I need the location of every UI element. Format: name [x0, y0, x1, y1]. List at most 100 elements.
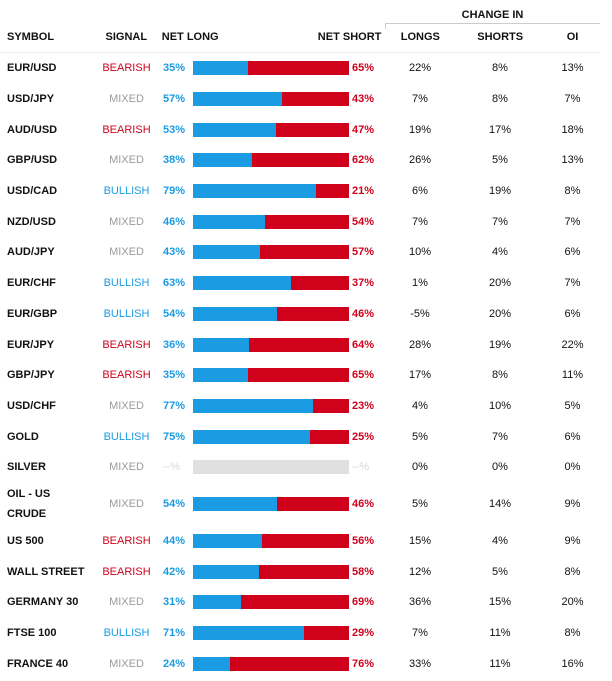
table-row[interactable]: AUD/USD BEARISH 53% 47% 19% 17% 18% [0, 114, 600, 145]
table-row[interactable]: GBP/USD MIXED 38% 62% 26% 5% 13% [0, 145, 600, 176]
table-row[interactable]: USD/CAD BULLISH 79% 21% 6% 19% 8% [0, 176, 600, 207]
sentiment-bar [193, 92, 349, 107]
symbol-link[interactable]: USD/JPY [7, 93, 55, 106]
table-row[interactable]: GBP/JPY BEARISH 35% 65% 17% 8% 11% [0, 360, 600, 391]
symbol-link[interactable]: EUR/GBP [7, 307, 58, 320]
net-long-value: 43% [163, 246, 186, 259]
symbol-link[interactable]: FTSE 100 [7, 627, 57, 640]
sentiment-bar-empty [193, 460, 349, 475]
table-row[interactable]: EUR/CHF BULLISH 63% 37% 1% 20% 7% [0, 268, 600, 299]
change-shorts-value: 8% [492, 93, 508, 106]
net-short-value: 46% [352, 307, 375, 320]
net-long-value: 42% [163, 565, 186, 578]
table-row[interactable]: USD/CHF MIXED 77% 23% 4% 10% 5% [0, 391, 600, 422]
table-row[interactable]: EUR/JPY BEARISH 36% 64% 28% 19% 22% [0, 329, 600, 360]
net-short-bar-segment [281, 92, 349, 107]
symbol-link[interactable]: GBP/USD [7, 154, 58, 167]
change-longs-value: 36% [408, 596, 432, 609]
table-row[interactable]: EUR/GBP BULLISH 54% 46% -5% 20% 6% [0, 299, 600, 330]
symbol-link[interactable]: USD/CHF [7, 399, 56, 412]
symbol-link[interactable]: OIL - US CRUDE [7, 488, 51, 521]
signal-badge: BULLISH [103, 307, 150, 320]
sentiment-bar [193, 184, 349, 199]
net-long-bar-segment [193, 595, 242, 610]
change-oi-value: 13% [561, 62, 584, 75]
symbol-link[interactable]: US 500 [7, 534, 44, 547]
net-long-bar-segment [193, 429, 310, 444]
sentiment-bar [193, 61, 349, 76]
table-row[interactable]: GOLD BULLISH 75% 25% 5% 7% 6% [0, 421, 600, 452]
table-row[interactable]: NZD/USD MIXED 46% 54% 7% 7% 7% [0, 206, 600, 237]
change-shorts-value: 4% [492, 246, 508, 259]
change-shorts-value: 11% [489, 657, 511, 670]
signal-badge: MIXED [109, 93, 144, 106]
table-row[interactable]: SILVER MIXED --% --% 0% 0% 0% [0, 452, 600, 483]
symbol-link[interactable]: NZD/USD [7, 215, 56, 228]
symbol-link[interactable]: SILVER [7, 461, 46, 474]
symbol-link[interactable]: AUD/JPY [7, 246, 55, 259]
sentiment-bar-cell [193, 92, 350, 107]
symbol-link[interactable]: EUR/USD [7, 62, 57, 75]
signal-badge: BULLISH [103, 430, 150, 443]
net-short-value: 54% [352, 215, 375, 228]
net-short-value: 43% [352, 93, 375, 106]
net-long-bar-segment [193, 153, 253, 168]
net-short-value: 21% [352, 185, 375, 198]
symbol-link[interactable]: GERMANY 30 [7, 596, 79, 609]
change-oi-value: 9% [564, 534, 581, 547]
table-row[interactable]: FTSE 100 BULLISH 71% 29% 7% 11% 8% [0, 618, 600, 649]
table-row[interactable]: FRANCE 40 MIXED 24% 76% 33% 11% 16% [0, 648, 600, 679]
net-short-value: 69% [352, 596, 375, 609]
symbol-link[interactable]: GBP/JPY [7, 369, 55, 382]
symbol-link[interactable]: USD/CAD [7, 185, 58, 198]
header-shorts[interactable]: SHORTS [477, 31, 524, 43]
change-longs-value: 7% [412, 93, 428, 106]
sentiment-bar [193, 368, 349, 383]
signal-badge: BEARISH [102, 565, 151, 578]
header-oi[interactable]: OI [566, 31, 579, 43]
net-short-bar-segment [241, 595, 349, 610]
change-oi-value: 7% [564, 277, 581, 290]
net-long-value: 57% [163, 93, 186, 106]
net-long-bar-segment [193, 214, 265, 229]
table-row[interactable]: USD/JPY MIXED 57% 43% 7% 8% 7% [0, 84, 600, 115]
table-row[interactable]: EUR/USD BEARISH 35% 65% 22% 8% 13% [0, 53, 600, 84]
change-in-divider [385, 23, 600, 24]
net-short-value: 47% [352, 123, 375, 136]
symbol-link[interactable]: EUR/JPY [7, 338, 55, 351]
header-signal[interactable]: SIGNAL [105, 31, 148, 43]
change-shorts-value: 15% [488, 596, 512, 609]
net-long-bar-segment [193, 533, 262, 548]
symbol-link[interactable]: GOLD [7, 430, 39, 443]
header-net-long[interactable]: NET LONG [161, 31, 219, 43]
net-long-bar-segment [193, 564, 259, 579]
symbol-link[interactable]: WALL STREET [7, 565, 85, 578]
change-in-label: CHANGE IN [461, 9, 524, 21]
header-net-short[interactable]: NET SHORT [317, 31, 382, 43]
header-symbol[interactable]: SYMBOL [7, 31, 55, 43]
table-row[interactable]: WALL STREET BEARISH 42% 58% 12% 5% 8% [0, 556, 600, 587]
net-short-value: 46% [352, 498, 375, 511]
table-row[interactable]: GERMANY 30 MIXED 31% 69% 36% 15% 20% [0, 587, 600, 618]
sentiment-bar-cell [193, 626, 350, 641]
symbol-link[interactable]: FRANCE 40 [7, 657, 69, 670]
net-short-value: 58% [352, 565, 375, 578]
net-short-bar-segment [313, 398, 349, 413]
change-oi-value: 6% [564, 430, 581, 443]
net-long-bar-segment [193, 626, 304, 641]
net-short-value: 76% [352, 657, 375, 670]
symbol-link[interactable]: EUR/CHF [7, 277, 56, 290]
table-row[interactable]: US 500 BEARISH 44% 56% 15% 4% 9% [0, 526, 600, 557]
change-longs-value: 17% [408, 369, 432, 382]
table-row[interactable]: AUD/JPY MIXED 43% 57% 10% 4% 6% [0, 237, 600, 268]
signal-badge: BULLISH [103, 277, 150, 290]
sentiment-bar [193, 214, 349, 229]
net-long-value: 36% [163, 338, 186, 351]
header-longs[interactable]: LONGS [400, 31, 440, 43]
net-long-bar-segment [193, 306, 278, 321]
net-long-value: 46% [163, 215, 186, 228]
change-oi-value: 11% [561, 369, 584, 382]
symbol-link[interactable]: AUD/USD [7, 123, 58, 136]
table-row[interactable]: OIL - US CRUDE MIXED 54% 46% 5% 14% 9% [0, 483, 600, 526]
signal-badge: BEARISH [102, 534, 151, 547]
